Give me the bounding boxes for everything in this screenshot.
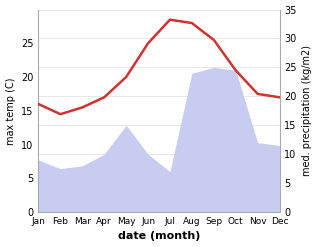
X-axis label: date (month): date (month) <box>118 231 200 242</box>
Y-axis label: med. precipitation (kg/m2): med. precipitation (kg/m2) <box>302 45 313 176</box>
Y-axis label: max temp (C): max temp (C) <box>5 77 16 144</box>
